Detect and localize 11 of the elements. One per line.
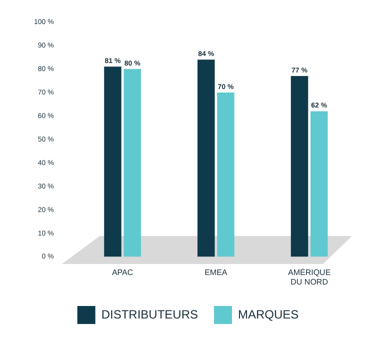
bar [104, 66, 122, 257]
bar [197, 60, 215, 257]
legend-label: DISTRIBUTEURS [101, 307, 198, 322]
bar [217, 92, 234, 257]
x-tick-label: AMÉRIQUE DU NORD [288, 268, 331, 286]
bar [124, 68, 141, 257]
x-tick-label: APAC [112, 268, 134, 277]
legend-label: MARQUES [238, 307, 299, 322]
x-tick-label: EMEA [204, 268, 228, 277]
bar [310, 111, 328, 257]
bar [290, 76, 308, 257]
